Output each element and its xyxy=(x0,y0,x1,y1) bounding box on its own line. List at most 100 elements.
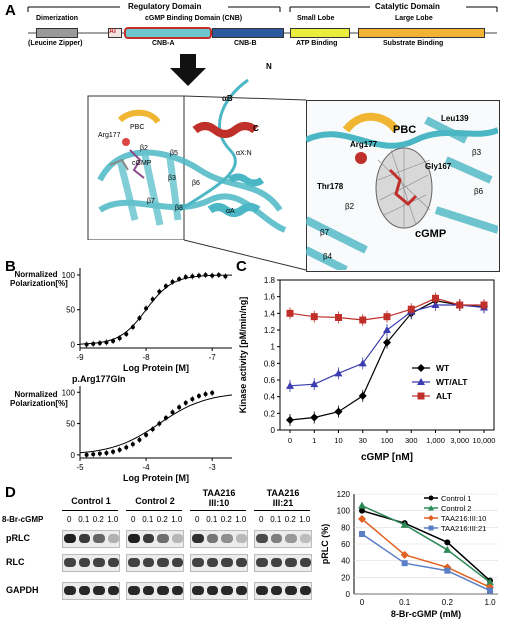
panel-c-xtick-label: 30 xyxy=(359,436,367,445)
panel-b-bottom-chart: 0 50 100 -5 -4 -3 Log Protein [M] xyxy=(62,386,233,483)
zoom-arg177-label: Arg177 xyxy=(350,140,378,149)
struct-n-label: N xyxy=(266,62,272,71)
panel-c-xtick-label: 300 xyxy=(405,436,418,445)
panel-c-xtick-label: 0 xyxy=(288,436,292,445)
panel-b-top-data-point xyxy=(84,342,89,347)
panel-b-top-data-point xyxy=(177,277,182,282)
panel-d-legend-marker xyxy=(428,525,434,531)
panel-b-top-data-point xyxy=(130,325,135,330)
blot-band xyxy=(299,558,311,567)
panel-b-bottom-xlabel: Log Protein [M] xyxy=(123,473,189,483)
panel-b-bottom-data-point xyxy=(117,447,122,452)
blot-strip xyxy=(126,530,184,548)
panel-c-ytick-label: 1 xyxy=(271,343,276,352)
blot-group-label: TAA216 III:21 xyxy=(266,488,300,508)
large-lobe-box xyxy=(358,28,485,38)
ai-box xyxy=(108,28,122,38)
panel-c-chart: 0 0.2 0.4 0.6 0.8 1 1.2 1.4 1.6 1.8 0 1 10 30 100 300 1,… xyxy=(238,276,495,463)
panel-b-top-data-point xyxy=(144,306,149,311)
struct-beta6-label: β6 xyxy=(192,180,200,187)
panel-c-ytick-label: 0.2 xyxy=(264,409,276,418)
panel-b-top-data-point xyxy=(170,279,175,284)
panel-b-bottom-data-point xyxy=(203,392,208,397)
panel-b-bottom-xtick-label: -4 xyxy=(143,463,151,472)
leucine-zipper-label: (Leucine Zipper) xyxy=(28,40,83,47)
blot-strip xyxy=(62,530,120,548)
struct-beta2-label: β2 xyxy=(140,145,148,152)
panel-b-top-data-point xyxy=(157,289,162,294)
panel-c-point xyxy=(407,305,415,313)
panel-b-top-data-point xyxy=(137,316,142,321)
cgmp-binding-domain-label: cGMP Binding Domain (CNB) xyxy=(145,15,243,22)
panel-d-series-line xyxy=(361,533,491,592)
blot-band xyxy=(78,534,90,543)
panel-c-xlabel: cGMP [nM] xyxy=(361,452,413,463)
zoom-beta7-label: β7 xyxy=(320,228,330,237)
panel-d-xtick-label: 1.0 xyxy=(484,598,496,607)
panel-c-ytick-label: 1.6 xyxy=(264,293,276,302)
panel-b-top-data-point xyxy=(163,284,168,289)
zoom-beta2-label: β2 xyxy=(345,202,355,211)
panel-d-xtick-label: 0.2 xyxy=(442,598,454,607)
panel-label-b: B xyxy=(5,258,16,275)
binding-pocket-illustration xyxy=(306,112,498,270)
panel-d-legend-marker xyxy=(428,515,434,521)
struct-arg177-label: Arg177 xyxy=(98,132,121,139)
blot-band xyxy=(107,534,119,543)
panel-d-legend-label: TAA216:III:10 xyxy=(441,514,486,523)
blot-strip xyxy=(190,530,248,548)
blot-group-underline xyxy=(126,510,182,511)
zoom-pbc-label: PBC xyxy=(393,124,417,136)
panel-c-ylabel: Kinase activity [pM/min/ng] xyxy=(238,297,248,414)
catalytic-domain-label: Catalytic Domain xyxy=(375,2,440,11)
panel-b-bottom-data-point xyxy=(84,452,89,457)
panel-d-point xyxy=(401,560,408,567)
blot-concentration-label: 0 xyxy=(195,515,200,524)
blot-band xyxy=(256,534,268,543)
panel-b-bottom-data-point xyxy=(137,437,142,442)
zoom-thr178-label: Thr178 xyxy=(317,182,344,191)
zoom-cgmp-label: cGMP xyxy=(415,228,447,240)
panel-d-point xyxy=(359,531,365,537)
panel-b-bottom-data-point xyxy=(190,397,195,402)
panel-c-point xyxy=(334,369,343,377)
blot-strip xyxy=(62,582,120,600)
panel-c-xtick-label: 3,000 xyxy=(450,436,469,445)
panel-c-point xyxy=(383,326,391,333)
panel-c-ytick-label: 1.8 xyxy=(264,276,276,285)
panel-c-ytick-label: 0.4 xyxy=(264,393,276,402)
blot-strip xyxy=(254,530,312,548)
panel-b-top-data-point xyxy=(210,273,215,278)
blot-band xyxy=(64,558,76,567)
panel-d-point xyxy=(487,587,493,594)
panel-d-point xyxy=(486,578,494,586)
panel-b-top-data-point xyxy=(183,275,188,280)
panel-b-bottom-data-point xyxy=(163,415,168,420)
panel-b-bottom-data-point xyxy=(97,451,102,456)
panel-c-legend-label: WT xyxy=(436,363,450,373)
blot-band xyxy=(285,586,297,595)
blot-concentration-label: 0.1 xyxy=(270,515,282,524)
panel-c-ytick-label: 0 xyxy=(271,426,276,435)
zoom-down-arrow-icon xyxy=(170,54,206,86)
blot-group-underline xyxy=(62,510,118,511)
struct-cgmp-label: cGMP xyxy=(132,160,152,167)
blot-band xyxy=(206,586,218,595)
panel-b-top-data-point xyxy=(223,274,228,279)
panel-d-series-line xyxy=(361,518,491,588)
atp-binding-label: ATP Binding xyxy=(296,40,338,47)
panel-c-point xyxy=(286,416,294,424)
panel-c-ytick-label: 1.4 xyxy=(264,309,276,318)
panel-b-top-ytick-label: 100 xyxy=(62,271,76,280)
panel-d-point xyxy=(444,539,451,546)
panel-b-bottom-data-point xyxy=(130,442,135,447)
blot-group-underline xyxy=(190,510,246,511)
blot-band xyxy=(270,558,282,567)
zoom-gly167-label: Gly167 xyxy=(425,162,452,171)
panel-b-top-data-point xyxy=(111,339,116,344)
struct-beta3-label: β3 xyxy=(168,175,176,182)
blot-band xyxy=(221,558,233,567)
panel-d-series-line xyxy=(361,509,491,582)
blot-concentration-label: 0 xyxy=(131,515,136,524)
struct-alpha-xn-label: αX:N xyxy=(236,150,252,157)
